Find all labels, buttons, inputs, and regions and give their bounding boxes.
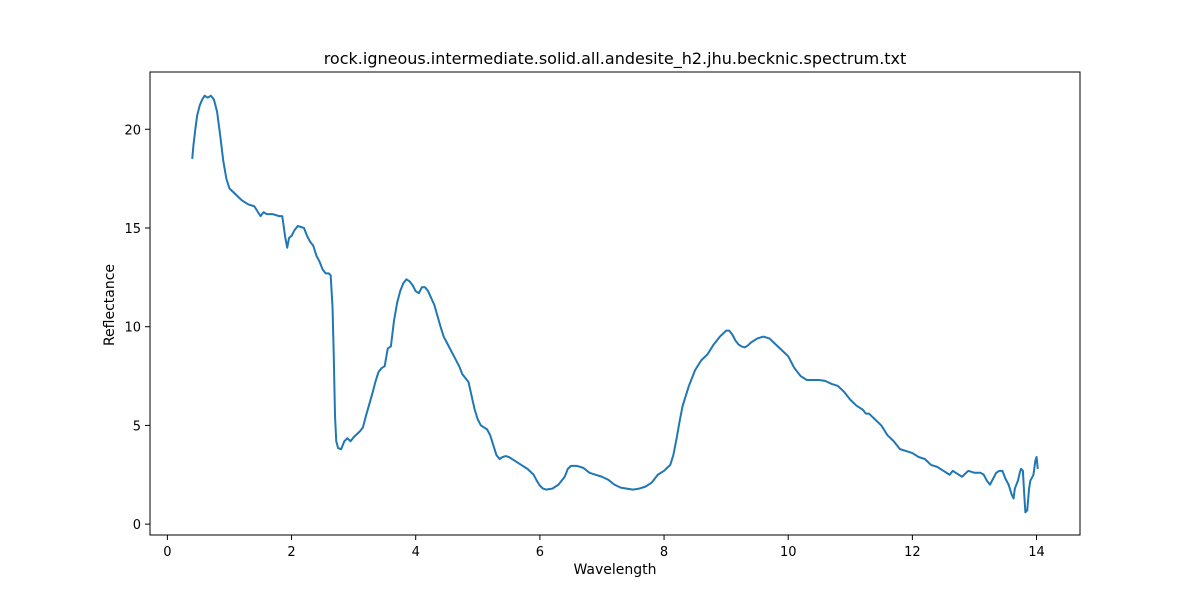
x-tick-label: 4 bbox=[412, 545, 420, 560]
x-tick-label: 0 bbox=[163, 545, 171, 560]
x-tick-label: 12 bbox=[904, 545, 921, 560]
plot-area bbox=[191, 94, 1039, 514]
y-axis-label: Reflectance bbox=[102, 264, 118, 346]
y-tick-label: 0 bbox=[133, 518, 141, 533]
x-tick-label: 6 bbox=[536, 545, 544, 560]
y-tick-label: 10 bbox=[124, 321, 141, 336]
series-line-0 bbox=[191, 94, 1039, 514]
x-axis: 0 2 4 6 8 10 12 14 bbox=[163, 535, 1045, 560]
x-tick-label: 14 bbox=[1028, 545, 1045, 560]
chart-title: rock.igneous.intermediate.solid.all.ande… bbox=[324, 49, 907, 69]
x-tick-label: 2 bbox=[287, 545, 295, 560]
y-tick-label: 5 bbox=[133, 419, 141, 434]
x-tick-label: 8 bbox=[660, 545, 668, 560]
x-axis-label: Wavelength bbox=[573, 562, 656, 578]
y-axis: 0 5 10 15 20 bbox=[124, 123, 150, 533]
y-tick-label: 20 bbox=[124, 123, 141, 138]
x-tick-label: 10 bbox=[780, 545, 797, 560]
y-tick-label: 15 bbox=[124, 222, 141, 237]
plot-frame bbox=[149, 71, 1081, 536]
